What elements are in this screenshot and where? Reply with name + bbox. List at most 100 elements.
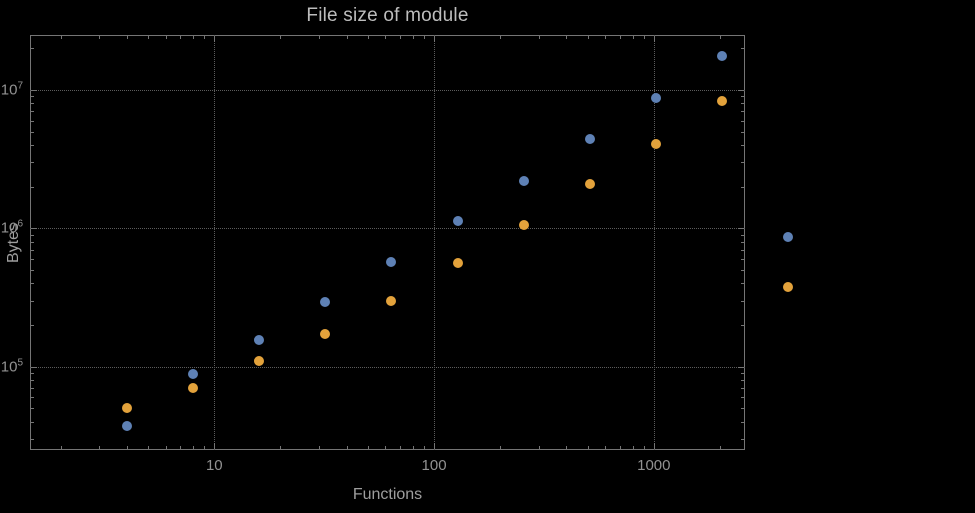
y-tick-mark (738, 228, 744, 230)
x-tick-mark (99, 36, 101, 39)
y-tick-mark (741, 162, 744, 164)
data-point-blue (320, 296, 331, 307)
y-tick-mark (31, 300, 34, 302)
y-tick-mark (741, 388, 744, 390)
x-axis-label: Functions (352, 486, 423, 503)
data-point-blue (254, 335, 265, 346)
data-point-orange (783, 281, 794, 292)
x-tick-mark (192, 446, 194, 449)
y-tick-label: 107 (0, 80, 23, 99)
y-tick-mark (741, 421, 744, 423)
y-tick-mark (741, 241, 744, 243)
x-tick-mark (319, 446, 321, 449)
data-point-orange (386, 295, 397, 306)
y-tick-mark (31, 162, 34, 164)
x-tick-mark (400, 36, 401, 39)
x-tick-mark (385, 446, 387, 449)
x-tick-mark (423, 446, 425, 449)
y-tick-mark (741, 103, 744, 105)
y-tick-mark (741, 131, 744, 133)
x-tick-mark (280, 446, 282, 449)
y-tick-exponent: 7 (17, 80, 23, 92)
x-tick-mark (280, 36, 282, 39)
y-tick-mark (31, 408, 34, 410)
y-tick-mark (31, 270, 34, 272)
y-tick-mark (741, 259, 744, 261)
x-tick-mark (385, 36, 387, 39)
x-tick-mark (500, 36, 502, 39)
data-point-orange (320, 329, 331, 340)
y-tick-mark (738, 90, 744, 92)
data-point-orange (584, 178, 595, 189)
y-tick-mark (31, 90, 37, 92)
x-tick-mark (434, 443, 436, 449)
data-point-blue (518, 176, 529, 186)
plot-frame (30, 35, 745, 450)
data-point-orange (187, 383, 198, 394)
y-tick-mark (741, 380, 744, 382)
x-tick-mark (538, 446, 540, 449)
x-tick-mark (346, 446, 348, 449)
x-tick-mark (643, 446, 645, 449)
data-point-blue (121, 421, 132, 432)
y-tick-mark (31, 380, 34, 382)
y-tick-exponent: 6 (17, 218, 23, 230)
x-tick-mark (719, 36, 721, 39)
y-tick-mark (741, 300, 744, 302)
data-point-blue (783, 231, 794, 242)
y-tick-mark (741, 96, 744, 98)
x-tick-mark (60, 36, 62, 39)
y-tick-mark (31, 249, 34, 251)
x-tick-mark (367, 446, 369, 449)
y-tick-mark (31, 234, 34, 236)
x-tick-mark (165, 446, 167, 449)
x-tick-mark (346, 36, 348, 39)
data-point-blue (717, 51, 728, 62)
x-tick-mark (367, 36, 369, 39)
data-point-orange (518, 220, 529, 231)
y-tick-mark (741, 48, 744, 50)
chart-title: File size of module (306, 5, 469, 26)
x-tick-mark (632, 36, 634, 39)
x-tick-mark (619, 446, 621, 449)
x-tick-mark (632, 446, 634, 449)
x-tick-mark (423, 36, 425, 39)
y-tick-mark (741, 145, 744, 147)
y-tick-mark (31, 228, 37, 230)
y-tick-label: 105 (0, 357, 23, 376)
x-gridline (653, 35, 655, 450)
x-tick-mark (126, 36, 128, 39)
y-tick-mark (741, 120, 744, 122)
x-tick-mark (148, 36, 150, 39)
x-tick-mark (643, 36, 645, 39)
y-tick-mark (738, 366, 744, 368)
data-point-blue (584, 134, 595, 145)
y-tick-mark (31, 48, 34, 50)
y-tick-mark (741, 186, 744, 188)
y-tick-mark (741, 373, 744, 375)
data-point-orange (452, 258, 463, 269)
y-tick-mark (31, 186, 34, 188)
y-tick-exponent: 5 (17, 357, 23, 369)
y-tick-mark (741, 111, 744, 113)
y-tick-mark (31, 397, 34, 399)
x-tick-mark (214, 443, 216, 449)
data-point-blue (386, 257, 397, 268)
y-tick-mark (31, 439, 34, 441)
x-gridline (434, 35, 436, 450)
y-gridline (30, 366, 745, 368)
y-tick-mark (31, 421, 34, 423)
x-tick-mark (180, 36, 182, 39)
x-tick-mark (587, 36, 589, 39)
x-tick-mark (605, 36, 607, 39)
x-tick-mark (566, 446, 568, 449)
y-tick-mark (31, 325, 34, 327)
y-tick-mark (31, 373, 34, 375)
x-tick-mark (192, 36, 194, 39)
data-point-blue (187, 369, 198, 380)
y-tick-mark (31, 131, 34, 133)
data-point-orange (121, 403, 132, 414)
x-tick-mark (538, 36, 540, 39)
y-tick-mark (31, 145, 34, 147)
y-tick-mark (741, 283, 744, 285)
